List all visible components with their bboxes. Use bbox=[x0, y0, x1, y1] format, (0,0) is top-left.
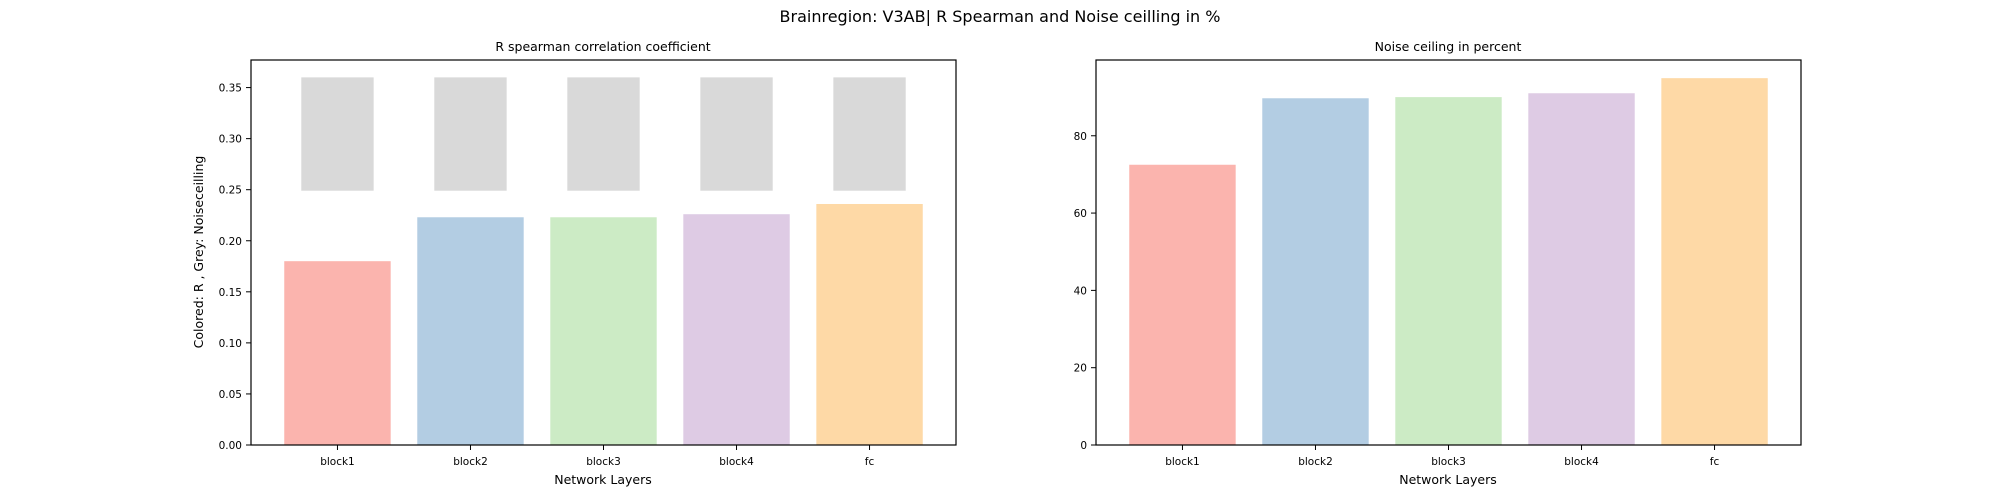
correlation-y-tick-label: 0.35 bbox=[219, 83, 242, 95]
noise-ceiling-x-tick-label-fc: fc bbox=[1710, 456, 1720, 468]
correlation-y-tick-label: 0.05 bbox=[219, 389, 242, 401]
correlation-y-ticks: 0.00 0.05 0.10 0.15 0.20 0.25 0.30 0.35 bbox=[219, 83, 251, 452]
correlation-panel: R spearman correlation coefficient 0.000… bbox=[191, 39, 957, 487]
noise-ceiling-plot-frame bbox=[1095, 59, 1802, 446]
correlation-panel-title: R spearman correlation coefficient bbox=[495, 39, 710, 54]
correlation-plot-frame bbox=[250, 59, 957, 446]
noise-ceiling-x-tick-label-block1: block1 bbox=[1165, 456, 1200, 468]
noise-ceiling-y-tick-label: 40 bbox=[1074, 285, 1087, 297]
correlation-y-tick-label: 0.25 bbox=[219, 185, 242, 197]
noise-ceiling-panel: Noise ceiling in percent 0 20 40 60 80 block… bbox=[1074, 39, 1802, 487]
correlation-bar-fc bbox=[816, 203, 923, 445]
correlation-x-axis-label: Network Layers bbox=[554, 472, 652, 487]
noise-ceiling-bar-fc bbox=[833, 77, 906, 191]
correlation-y-tick-label: 0.30 bbox=[219, 134, 242, 146]
noise-ceiling-percent-bars bbox=[1129, 78, 1768, 446]
correlation-x-ticks: block1 block2 block3 block4 fc bbox=[320, 445, 874, 468]
correlation-x-tick-label-block2: block2 bbox=[453, 456, 488, 468]
noise-ceiling-y-ticks: 0 20 40 60 80 bbox=[1074, 131, 1096, 452]
noise-ceiling-y-tick-label: 80 bbox=[1074, 131, 1087, 143]
correlation-bar-block1 bbox=[284, 261, 391, 445]
figure-title: Brainregion: V3AB| R Spearman and Noise … bbox=[780, 7, 1221, 26]
noise-ceiling-x-tick-label-block3: block3 bbox=[1431, 456, 1466, 468]
correlation-x-tick-label-block3: block3 bbox=[586, 456, 621, 468]
correlation-y-tick-label: 0.10 bbox=[219, 338, 242, 350]
correlation-bar-block4 bbox=[683, 214, 790, 445]
correlation-bar-block2 bbox=[417, 217, 524, 445]
correlation-y-tick-label: 0.00 bbox=[219, 440, 242, 452]
noise-ceiling-bar-fc bbox=[1661, 78, 1768, 446]
noise-ceiling-bar-block4 bbox=[700, 77, 773, 191]
noise-ceiling-bar-block3 bbox=[1395, 97, 1502, 446]
noise-ceiling-y-tick-label: 0 bbox=[1080, 440, 1087, 452]
correlation-x-tick-label-block4: block4 bbox=[719, 456, 754, 468]
noise-ceiling-bar-block3 bbox=[567, 77, 640, 191]
noise-ceiling-panel-title: Noise ceiling in percent bbox=[1375, 39, 1522, 54]
noise-ceiling-bar-block1 bbox=[301, 77, 374, 191]
noise-ceiling-x-axis-label: Network Layers bbox=[1399, 472, 1497, 487]
noise-ceiling-bar-block4 bbox=[1528, 93, 1635, 445]
noise-ceiling-bar-block2 bbox=[434, 77, 507, 191]
noise-ceiling-x-ticks: block1 block2 block3 block4 fc bbox=[1165, 445, 1719, 468]
correlation-bar-block3 bbox=[550, 217, 657, 445]
noise-ceiling-x-tick-label-block2: block2 bbox=[1298, 456, 1333, 468]
correlation-x-tick-label-block1: block1 bbox=[320, 456, 355, 468]
noise-ceiling-y-tick-label: 20 bbox=[1074, 363, 1087, 375]
correlation-bars bbox=[284, 203, 923, 445]
correlation-y-axis-label: Colored: R , Grey: Noiseceilling bbox=[191, 156, 206, 349]
noise-ceiling-x-tick-label-block4: block4 bbox=[1564, 456, 1599, 468]
correlation-y-tick-label: 0.15 bbox=[219, 287, 242, 299]
noise-ceiling-y-tick-label: 60 bbox=[1074, 208, 1087, 220]
noise-ceiling-bar-block2 bbox=[1262, 98, 1369, 446]
correlation-y-tick-label: 0.20 bbox=[219, 236, 242, 248]
noise-ceiling-bar-block1 bbox=[1129, 164, 1236, 445]
correlation-x-tick-label-fc: fc bbox=[865, 456, 875, 468]
noise-ceiling-bars bbox=[301, 77, 906, 191]
